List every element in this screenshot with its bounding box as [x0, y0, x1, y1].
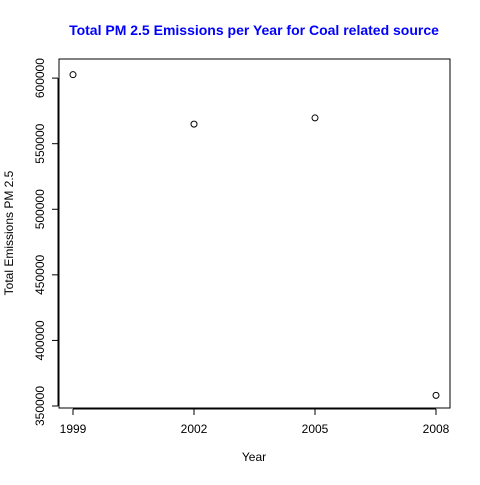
x-tick-label: 2005: [302, 422, 329, 436]
y-tick-label: 500000: [33, 189, 47, 229]
x-tick-label: 2008: [423, 422, 450, 436]
y-tick-label: 600000: [33, 58, 47, 98]
data-point: [190, 120, 198, 128]
x-tick-label: 1999: [60, 422, 87, 436]
y-axis-title: Total Emissions PM 2.5: [2, 170, 16, 295]
y-tick-label: 450000: [33, 255, 47, 295]
y-tick-label: 350000: [33, 386, 47, 426]
data-point: [311, 114, 319, 122]
data-point: [432, 391, 440, 399]
y-axis: 350000 400000 450000 500000 550000 600000: [33, 58, 59, 426]
chart-title: Total PM 2.5 Emissions per Year for Coal…: [69, 22, 439, 38]
x-axis-title: Year: [242, 450, 266, 464]
data-points: [69, 71, 440, 399]
data-point: [69, 71, 77, 79]
y-tick-label: 400000: [33, 320, 47, 360]
plot-frame: [58, 58, 451, 409]
x-axis: 1999 2002 2005 2008: [60, 408, 450, 436]
y-tick-label: 550000: [33, 123, 47, 163]
x-tick-label: 2002: [181, 422, 208, 436]
